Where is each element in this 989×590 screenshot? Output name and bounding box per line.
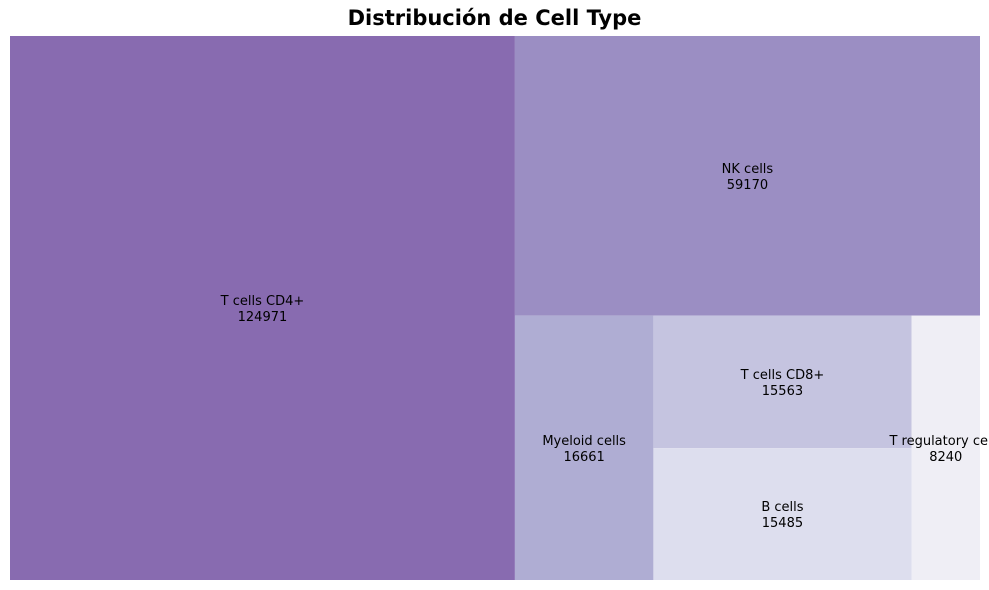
treemap-label-b-cells: B cells — [761, 500, 803, 515]
treemap-value-t-cells-cd4: 124971 — [238, 310, 288, 325]
treemap-value-nk-cells: 59170 — [727, 178, 768, 193]
treemap-label-t-cells-cd8: T cells CD8+ — [740, 368, 825, 383]
treemap-label-t-regulatory-cells: T regulatory cells — [888, 434, 989, 449]
treemap-value-t-regulatory-cells: 8240 — [929, 450, 962, 465]
treemap-label-t-cells-cd4: T cells CD4+ — [220, 294, 305, 309]
treemap-label-myeloid-cells: Myeloid cells — [542, 434, 626, 449]
treemap-value-myeloid-cells: 16661 — [563, 450, 604, 465]
treemap-cell-t-cells-cd8: T cells CD8+15563 — [653, 316, 911, 449]
treemap-value-b-cells: 15485 — [762, 516, 803, 531]
treemap-cell-t-cells-cd4: T cells CD4+124971 — [10, 36, 515, 580]
treemap-label-nk-cells: NK cells — [722, 162, 774, 177]
treemap-value-t-cells-cd8: 15563 — [762, 384, 803, 399]
